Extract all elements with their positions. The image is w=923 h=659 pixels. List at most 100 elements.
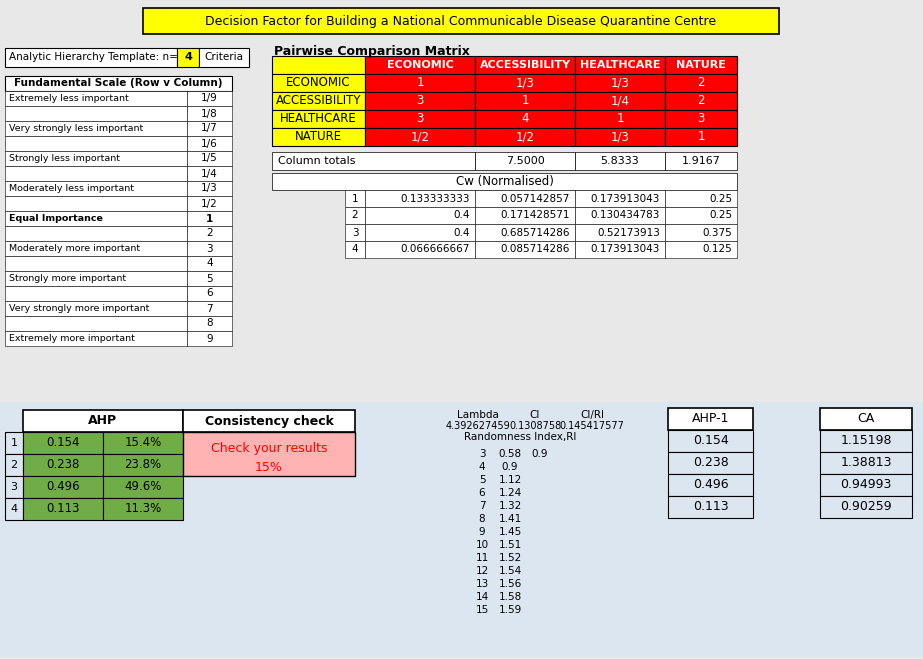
Bar (475, 56, 575, 74)
Bar (5, 301, 187, 316)
Bar (187, 166, 232, 181)
Text: 4.392627459: 4.392627459 (446, 421, 510, 431)
Text: ECONOMIC: ECONOMIC (286, 76, 351, 90)
Text: 13: 13 (475, 579, 488, 589)
Text: 0.52173913: 0.52173913 (597, 227, 660, 237)
Text: HEALTHCARE: HEALTHCARE (280, 113, 357, 125)
Text: 0.1308758: 0.1308758 (509, 421, 561, 431)
Text: Randomness Index,RI: Randomness Index,RI (464, 432, 576, 442)
Bar (365, 224, 475, 241)
Text: 1/3: 1/3 (201, 183, 218, 194)
Text: 0.085714286: 0.085714286 (500, 244, 570, 254)
Bar (575, 224, 665, 241)
Bar (575, 241, 665, 258)
Text: 3: 3 (697, 113, 704, 125)
Text: 0.171428571: 0.171428571 (500, 210, 570, 221)
Text: 1/7: 1/7 (201, 123, 218, 134)
Bar (665, 241, 737, 258)
Bar (665, 92, 737, 110)
Bar (475, 152, 575, 170)
Bar (668, 408, 753, 430)
Bar (103, 476, 183, 498)
Text: 2: 2 (697, 94, 705, 107)
Bar (5, 271, 187, 286)
Text: Moderately less important: Moderately less important (9, 184, 134, 193)
Text: Decision Factor for Building a National Communicable Disease Quarantine Centre: Decision Factor for Building a National … (206, 14, 716, 28)
Text: 0.94993: 0.94993 (840, 478, 892, 492)
Text: 1.56: 1.56 (498, 579, 521, 589)
Text: 1.24: 1.24 (498, 488, 521, 498)
Text: Fundamental Scale (Row v Column): Fundamental Scale (Row v Column) (14, 78, 222, 88)
Bar (187, 196, 232, 211)
Text: 1/9: 1/9 (201, 94, 218, 103)
Bar (272, 74, 365, 92)
Text: 15.4%: 15.4% (125, 436, 162, 449)
Text: NATURE: NATURE (295, 130, 342, 144)
Text: 7: 7 (479, 501, 485, 511)
Text: 1/6: 1/6 (201, 138, 218, 148)
Text: 2: 2 (352, 210, 358, 221)
Text: Strongly less important: Strongly less important (9, 154, 120, 163)
Bar (365, 56, 475, 74)
Text: Extremely less important: Extremely less important (9, 94, 128, 103)
Text: 8: 8 (479, 514, 485, 524)
Bar (5, 454, 23, 476)
Text: 0.375: 0.375 (702, 227, 732, 237)
Text: 1/4: 1/4 (610, 94, 629, 107)
Text: 0.685714286: 0.685714286 (500, 227, 570, 237)
Text: 0.154: 0.154 (46, 436, 79, 449)
Bar (103, 432, 183, 454)
Text: NATURE: NATURE (676, 60, 725, 70)
Text: 0.9: 0.9 (502, 462, 518, 472)
Text: 4: 4 (352, 244, 358, 254)
Bar (475, 224, 575, 241)
Bar (665, 152, 737, 170)
Text: 0.25: 0.25 (709, 194, 732, 204)
Text: 7.5000: 7.5000 (506, 156, 545, 166)
Bar (183, 410, 355, 432)
Bar (475, 74, 575, 92)
Bar (345, 190, 365, 207)
Bar (187, 91, 232, 106)
Text: 0.145417577: 0.145417577 (559, 421, 625, 431)
Bar (365, 92, 475, 110)
Bar (345, 241, 365, 258)
Bar (5, 151, 187, 166)
Bar (365, 128, 475, 146)
Text: 12: 12 (475, 566, 488, 576)
Text: 1/2: 1/2 (411, 130, 429, 144)
Bar (183, 432, 355, 476)
Text: 0.25: 0.25 (709, 210, 732, 221)
Bar (272, 110, 365, 128)
Bar (820, 474, 912, 496)
Bar (187, 331, 232, 346)
Bar (187, 301, 232, 316)
Bar (365, 110, 475, 128)
Text: 2: 2 (206, 229, 213, 239)
Bar (5, 241, 187, 256)
Text: 3: 3 (416, 94, 424, 107)
Bar (272, 173, 737, 190)
Text: Lambda: Lambda (457, 410, 499, 420)
Text: 4: 4 (479, 462, 485, 472)
Bar (5, 211, 187, 226)
Bar (5, 316, 187, 331)
Text: 5.8333: 5.8333 (601, 156, 640, 166)
Text: Strongly more important: Strongly more important (9, 274, 126, 283)
Text: Cw (Normalised): Cw (Normalised) (456, 175, 554, 188)
Text: 0.238: 0.238 (46, 459, 79, 471)
Bar (23, 454, 103, 476)
Bar (23, 476, 103, 498)
Text: 4: 4 (206, 258, 213, 268)
Bar (668, 452, 753, 474)
Bar (5, 136, 187, 151)
Bar (272, 56, 365, 74)
Text: 3: 3 (10, 482, 18, 492)
Text: 4: 4 (184, 53, 192, 63)
Text: Consistency check: Consistency check (205, 415, 333, 428)
Text: 0.125: 0.125 (702, 244, 732, 254)
Bar (5, 476, 23, 498)
Text: AHP: AHP (89, 415, 117, 428)
Text: 1.52: 1.52 (498, 553, 521, 563)
Bar (5, 76, 232, 91)
